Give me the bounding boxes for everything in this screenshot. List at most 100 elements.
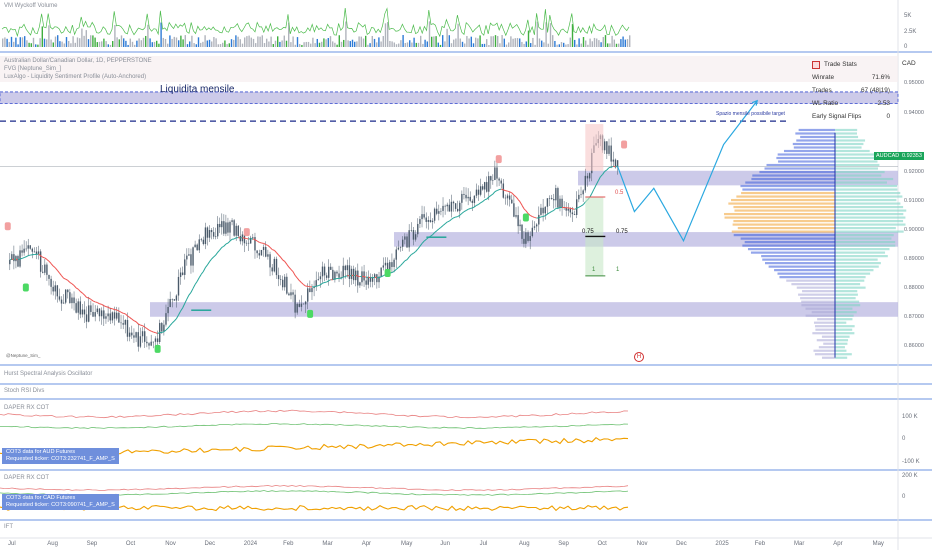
volume-bar	[589, 38, 591, 47]
currency-label[interactable]: CAD	[902, 60, 916, 67]
profile-bar-sell	[835, 258, 878, 261]
volume-bar	[334, 42, 336, 47]
ema-segment	[207, 261, 210, 266]
candle-body	[523, 238, 525, 244]
ema-segment	[59, 272, 62, 277]
candle-body	[88, 305, 90, 322]
candle-body	[64, 289, 67, 303]
volume-bar	[208, 39, 211, 47]
price-tick: 0.92000	[904, 169, 924, 175]
cot-aud-line: Requested ticker: COT3:232741_F_AMP_S	[6, 456, 115, 462]
ema-segment	[215, 252, 219, 256]
ema-segment	[513, 194, 517, 198]
profile-bar-sell	[835, 181, 887, 184]
candle-body	[395, 249, 397, 260]
ema-segment	[320, 282, 323, 286]
volume-bar	[200, 42, 202, 47]
candle-body	[58, 296, 61, 300]
ema-segment	[229, 238, 233, 242]
fvg-indicator-label[interactable]: FVG [Neptune_Sim_]	[4, 66, 62, 72]
profile-bar	[823, 342, 835, 345]
volume-bar	[459, 38, 461, 47]
stoch-pane-label[interactable]: Stoch RSI Divs	[4, 388, 45, 394]
profile-bar	[798, 128, 835, 132]
volume-bar	[404, 42, 406, 47]
profile-bar-sell	[835, 307, 853, 310]
volume-bar	[120, 35, 123, 47]
candle-body	[498, 178, 500, 181]
volume-bar	[178, 40, 180, 47]
candle-body	[277, 275, 280, 280]
candle-body	[73, 297, 75, 304]
profile-bar	[821, 356, 835, 359]
ema-segment	[192, 284, 196, 289]
volume-bar	[578, 38, 580, 47]
candle-body	[389, 262, 391, 270]
candle-body	[252, 237, 254, 238]
ema-segment	[600, 174, 603, 178]
candle-body	[529, 236, 531, 241]
profile-bar-sell	[835, 293, 858, 296]
volume-bar	[123, 38, 125, 47]
time-tick: May	[872, 541, 884, 547]
candle-body	[544, 206, 546, 214]
ema-segment	[580, 204, 584, 207]
candle-body	[559, 198, 561, 208]
sell-signal-marker	[495, 155, 502, 164]
volume-bar	[182, 39, 184, 47]
candle-body	[584, 175, 587, 191]
volume-bar	[290, 42, 292, 47]
volume-bar	[393, 42, 395, 47]
cot-aud-pane-label[interactable]: DAPER RX COT	[4, 405, 50, 411]
checkbox-icon[interactable]	[812, 61, 820, 69]
cot-cad-line: Requested ticker: COT3:090741_F_AMP_S	[6, 502, 115, 508]
ema-segment	[23, 256, 27, 259]
volume-bar	[444, 41, 446, 47]
volume-bar	[587, 44, 589, 47]
profile-bar	[818, 346, 835, 349]
ema-segment	[67, 279, 71, 283]
volume-bar	[127, 44, 129, 47]
candle-body	[500, 180, 502, 184]
ema-segment	[292, 271, 296, 276]
ema-segment	[488, 195, 492, 198]
ema-segment	[449, 218, 452, 222]
ema-segment	[517, 199, 521, 203]
ema-segment	[436, 228, 440, 232]
candle-body	[508, 195, 511, 200]
volume-bar	[250, 37, 252, 47]
volume-bar	[558, 44, 560, 47]
candle-body	[436, 208, 438, 214]
cot-cad-pane-label[interactable]: DAPER RX COT	[4, 475, 50, 481]
candle-body	[580, 194, 582, 195]
volume-bar	[125, 40, 127, 47]
volume-bar	[398, 43, 400, 47]
ema-segment	[357, 275, 361, 278]
ema-segment	[196, 277, 200, 282]
symbol-title[interactable]: Australian Dollar/Canadian Dollar, 1D, P…	[4, 58, 152, 64]
profile-bar	[731, 198, 835, 202]
ema-segment	[278, 254, 282, 258]
profile-bar	[768, 265, 835, 268]
ema-segment	[597, 176, 601, 182]
luxalgo-indicator-label[interactable]: LuxAlgo - Liquidity Sentiment Profile (A…	[4, 74, 147, 80]
event-marker-icon[interactable]: H	[634, 352, 644, 362]
volume-bar	[112, 41, 114, 47]
volume-bar	[206, 40, 208, 47]
volume-bar	[263, 43, 266, 47]
volume-bar	[501, 35, 503, 47]
candle-body	[46, 264, 48, 275]
buy-signal-marker	[22, 283, 29, 292]
hurst-pane-label[interactable]: Hurst Spectral Analysis Oscillator	[4, 371, 93, 377]
ema-segment	[125, 313, 128, 317]
volume-bar	[512, 38, 514, 47]
time-tick: 2025	[715, 541, 729, 547]
stats-row: WL Ratio 2.53	[812, 97, 890, 110]
ema-segment	[146, 328, 150, 331]
fib-label-075-left: 0.75	[582, 229, 594, 235]
candle-body	[128, 332, 131, 337]
ema-segment	[77, 288, 81, 292]
ema-segment	[406, 256, 410, 260]
ift-pane-label[interactable]: IFT	[4, 524, 13, 530]
